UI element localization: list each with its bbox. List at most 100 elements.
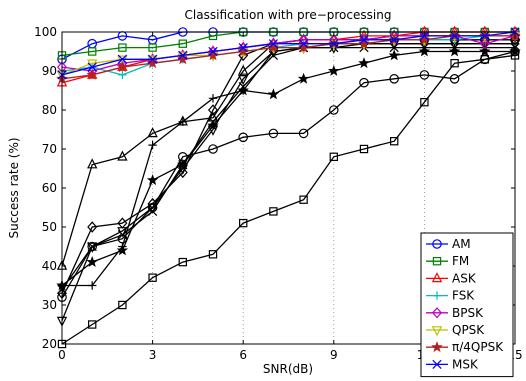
data-point-marker — [480, 31, 490, 41]
data-point-marker — [87, 221, 98, 233]
series-line — [61, 46, 515, 290]
data-point-marker — [268, 39, 279, 49]
data-point-marker — [147, 197, 158, 210]
y-tick-label: 70 — [42, 142, 57, 156]
data-point-marker — [208, 144, 218, 154]
data-point-marker — [449, 42, 460, 53]
data-point-marker — [118, 300, 127, 310]
data-point-marker — [178, 159, 188, 170]
data-point-marker — [116, 244, 129, 256]
x-tick-label: 3 — [149, 348, 157, 362]
data-point-marker — [390, 137, 399, 146]
series-unlabeled-square — [57, 51, 520, 349]
data-point-marker — [449, 31, 460, 41]
data-point-marker — [432, 239, 442, 249]
data-point-marker — [116, 61, 129, 73]
data-point-marker — [268, 50, 279, 61]
x-axis-label: SNR(dB) — [263, 362, 313, 376]
data-point-marker — [297, 41, 310, 53]
data-point-marker — [208, 250, 218, 259]
data-point-marker — [479, 45, 491, 57]
data-point-marker — [431, 341, 443, 353]
data-point-marker — [238, 74, 249, 86]
data-point-marker — [359, 35, 369, 45]
legend-label: AM — [452, 237, 471, 251]
legend-item: AM — [426, 237, 471, 251]
data-point-marker — [269, 207, 278, 216]
data-point-marker — [432, 359, 442, 370]
data-point-marker — [389, 35, 399, 45]
data-point-marker — [238, 42, 248, 53]
data-point-marker — [431, 272, 443, 283]
y-tick-label: 100 — [34, 25, 57, 39]
data-point-marker — [448, 45, 461, 57]
data-point-marker — [118, 43, 127, 52]
legend-label: π/4QPSK — [452, 340, 504, 354]
data-point-marker — [117, 230, 128, 240]
legend-item: FSK — [426, 289, 475, 303]
data-point-marker — [148, 43, 157, 52]
data-point-marker — [87, 320, 97, 329]
data-point-marker — [239, 218, 248, 228]
data-point-marker — [207, 49, 219, 61]
data-point-marker — [268, 128, 279, 139]
data-point-marker — [480, 55, 490, 64]
data-point-marker — [432, 307, 442, 319]
data-point-marker — [146, 174, 159, 186]
data-point-marker — [208, 104, 218, 116]
data-point-marker — [86, 68, 98, 80]
data-point-marker — [208, 94, 218, 103]
legend-label: ASK — [452, 271, 477, 285]
data-point-marker — [238, 132, 248, 143]
data-series — [56, 25, 521, 349]
legend-item: FM — [426, 254, 469, 268]
y-tick-label: 30 — [42, 298, 57, 312]
legend-item: π/4QPSK — [426, 340, 504, 354]
data-point-marker — [148, 273, 157, 282]
legend-label: QPSK — [452, 323, 485, 337]
data-point-marker — [328, 64, 340, 76]
data-point-marker — [147, 206, 158, 217]
data-point-marker — [87, 241, 97, 252]
data-point-marker — [418, 45, 431, 57]
legend-item: ASK — [426, 271, 477, 285]
legend-item: MSK — [426, 357, 479, 371]
legend-label: FSK — [452, 289, 475, 303]
data-point-marker — [117, 150, 128, 161]
legend-item: BPSK — [426, 306, 484, 320]
data-point-marker — [389, 74, 399, 84]
y-axis-label: Success rate (%) — [7, 137, 21, 238]
data-point-marker — [86, 256, 98, 268]
data-point-marker — [267, 88, 280, 100]
data-point-marker — [358, 37, 370, 49]
y-tick-label: 80 — [42, 103, 57, 117]
data-point-marker — [178, 117, 187, 126]
data-point-marker — [449, 74, 460, 84]
data-point-marker — [147, 54, 158, 64]
data-point-marker — [418, 33, 431, 45]
data-point-marker — [419, 42, 430, 53]
data-point-marker — [329, 152, 339, 161]
y-tick-label: 60 — [42, 181, 57, 195]
data-point-marker — [118, 70, 127, 80]
series-line — [61, 35, 515, 76]
data-point-marker — [147, 55, 158, 66]
legend-label: FM — [452, 254, 469, 268]
data-point-marker — [148, 140, 157, 150]
data-point-marker — [389, 42, 399, 53]
data-point-marker — [297, 72, 310, 84]
data-point-marker — [237, 45, 249, 57]
data-point-marker — [87, 62, 97, 72]
data-point-marker — [237, 84, 249, 96]
data-point-marker — [178, 39, 187, 48]
legend-item: QPSK — [426, 323, 485, 337]
x-tick-label: 9 — [330, 348, 338, 362]
data-point-marker — [117, 54, 128, 64]
x-tick-label: 0 — [58, 348, 66, 362]
data-point-marker — [479, 37, 490, 50]
data-point-marker — [432, 291, 442, 300]
series-line — [61, 43, 515, 321]
data-point-marker — [420, 97, 429, 107]
series-line — [61, 31, 516, 76]
